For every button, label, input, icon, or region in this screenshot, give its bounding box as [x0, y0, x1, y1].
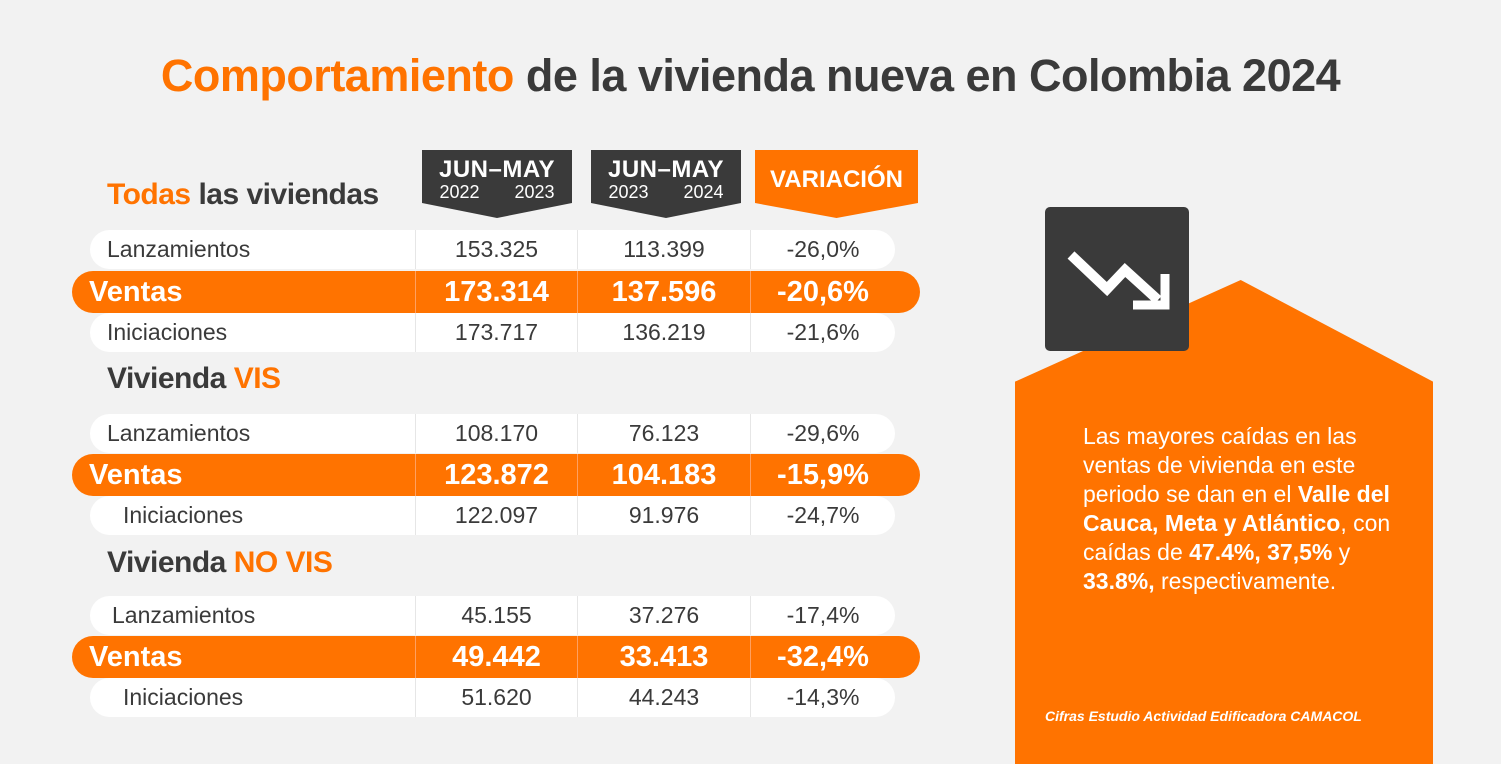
- note-text: Las mayores caídas en las ventas de vivi…: [1083, 423, 1391, 594]
- trend-down-icon: [1045, 207, 1189, 351]
- cell-v2: 136.219: [577, 313, 750, 352]
- header-variacion: VARIACIÓN: [755, 150, 918, 218]
- cell-v2: 37.276: [577, 596, 750, 635]
- table-row: Ventas 123.872 104.183 -15,9%: [72, 454, 920, 496]
- cell-v2: 33.413: [577, 636, 750, 678]
- row-label: Ventas: [89, 275, 183, 308]
- page-title: Comportamiento de la vivienda nueva en C…: [160, 50, 1341, 101]
- section-title: Vivienda VIS: [107, 362, 281, 395]
- row-label: Ventas: [89, 640, 183, 673]
- row-label: Lanzamientos: [107, 236, 251, 262]
- cell-v1: 49.442: [415, 636, 577, 678]
- cell-var: -14,3%: [750, 678, 895, 717]
- cell-v1: 153.325: [415, 230, 577, 269]
- section-title: Todas las viviendas: [107, 178, 379, 211]
- cell-v1: 173.314: [415, 271, 577, 313]
- cell-v2: 137.596: [577, 271, 750, 313]
- cell-var: -21,6%: [750, 313, 895, 352]
- section-title: Vivienda NO VIS: [107, 546, 333, 579]
- cell-v2: 113.399: [577, 230, 750, 269]
- header-period-2023-2024: JUN–MAY 2023 2024: [591, 150, 741, 218]
- cell-var: -24,7%: [750, 496, 895, 535]
- row-label: Iniciaciones: [107, 319, 228, 345]
- cell-var: -32,4%: [750, 636, 920, 678]
- row-label: Iniciaciones: [123, 502, 244, 528]
- cell-v1: 45.155: [415, 596, 577, 635]
- table-row: Iniciaciones 173.717 136.219 -21,6%: [90, 313, 895, 352]
- header-period-2022-2023: JUN–MAY 2022 2023: [422, 150, 572, 218]
- cell-v1: 123.872: [415, 454, 577, 496]
- row-label: Ventas: [89, 458, 183, 491]
- source-credit: Cifras Estudio Actividad Edificadora CAM…: [1045, 708, 1362, 724]
- cell-v2: 91.976: [577, 496, 750, 535]
- cell-var: -15,9%: [750, 454, 920, 496]
- cell-var: -20,6%: [750, 271, 920, 313]
- house-shape: [1015, 280, 1433, 764]
- cell-var: -17,4%: [750, 596, 895, 635]
- cell-v1: 108.170: [415, 414, 577, 453]
- row-label: Lanzamientos: [107, 420, 251, 446]
- table-row: Ventas 173.314 137.596 -20,6%: [72, 271, 920, 313]
- row-label: Iniciaciones: [123, 684, 244, 710]
- cell-v1: 51.620: [415, 678, 577, 717]
- cell-var: -29,6%: [750, 414, 895, 453]
- table-row: Lanzamientos 153.325 113.399 -26,0%: [90, 230, 895, 269]
- table-row: Ventas 49.442 33.413 -32,4%: [72, 636, 920, 678]
- cell-v2: 104.183: [577, 454, 750, 496]
- cell-v1: 122.097: [415, 496, 577, 535]
- cell-v2: 44.243: [577, 678, 750, 717]
- table-row: Lanzamientos 108.170 76.123 -29,6%: [90, 414, 895, 453]
- table-row: Iniciaciones 51.620 44.243 -14,3%: [90, 678, 895, 717]
- row-label: Lanzamientos: [112, 602, 256, 628]
- table-row: Lanzamientos 45.155 37.276 -17,4%: [90, 596, 895, 635]
- table-row: Iniciaciones 122.097 91.976 -24,7%: [90, 496, 895, 535]
- cell-v2: 76.123: [577, 414, 750, 453]
- cell-var: -26,0%: [750, 230, 895, 269]
- cell-v1: 173.717: [415, 313, 577, 352]
